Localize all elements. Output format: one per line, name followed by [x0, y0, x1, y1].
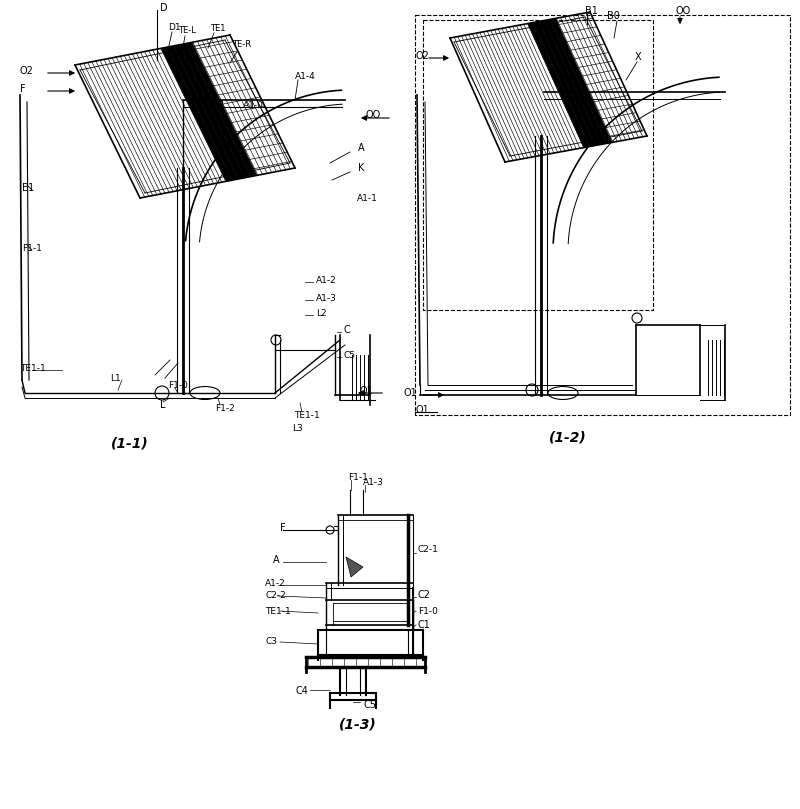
Text: TE1-1: TE1-1	[20, 363, 46, 372]
Text: F1-2: F1-2	[215, 404, 234, 413]
Text: C2-1: C2-1	[418, 545, 439, 554]
Polygon shape	[186, 42, 257, 176]
Text: B0: B0	[607, 11, 620, 21]
Text: (1-3): (1-3)	[339, 718, 377, 732]
Polygon shape	[550, 19, 612, 143]
Text: O1: O1	[403, 388, 417, 398]
Text: A: A	[358, 143, 365, 153]
Text: L3: L3	[292, 423, 302, 433]
Text: C5: C5	[363, 700, 376, 710]
Text: D1: D1	[168, 23, 181, 32]
Text: F1-1: F1-1	[348, 472, 368, 481]
Text: A1-4: A1-4	[295, 71, 316, 81]
Text: L2: L2	[316, 308, 326, 317]
Text: X: X	[635, 52, 642, 62]
Text: A1-0: A1-0	[243, 100, 264, 109]
Text: B1: B1	[585, 6, 598, 16]
Text: TE-L: TE-L	[178, 26, 196, 35]
Text: OO: OO	[676, 6, 691, 16]
Text: K: K	[358, 163, 364, 173]
Polygon shape	[534, 22, 595, 146]
Text: L: L	[160, 400, 166, 410]
Polygon shape	[174, 44, 245, 179]
Text: O1: O1	[360, 386, 374, 396]
Text: O2: O2	[416, 51, 430, 61]
Polygon shape	[539, 20, 601, 146]
Text: C4: C4	[296, 686, 309, 696]
Text: TE1-1: TE1-1	[265, 607, 290, 616]
Polygon shape	[161, 47, 232, 181]
Text: O2: O2	[20, 66, 34, 76]
Text: O1: O1	[415, 405, 429, 415]
Text: B: B	[217, 100, 223, 109]
Text: F1-0: F1-0	[418, 607, 438, 616]
Text: (1-2): (1-2)	[549, 430, 587, 444]
Text: F: F	[280, 523, 286, 533]
Text: OO: OO	[365, 110, 380, 120]
Text: C5: C5	[343, 350, 355, 359]
Text: C2: C2	[418, 590, 431, 600]
Text: TE1: TE1	[210, 23, 226, 32]
Text: A1-1: A1-1	[357, 193, 378, 202]
Text: L1: L1	[110, 374, 121, 383]
Text: C2-2: C2-2	[265, 591, 286, 600]
Text: F: F	[20, 84, 26, 94]
Text: C3: C3	[265, 637, 277, 646]
Text: C1: C1	[418, 620, 431, 630]
Text: A1-2: A1-2	[265, 578, 286, 587]
Polygon shape	[167, 46, 238, 180]
Text: D: D	[160, 3, 168, 13]
Text: TE1-1: TE1-1	[294, 410, 320, 420]
Polygon shape	[346, 557, 363, 577]
Polygon shape	[180, 44, 251, 178]
Text: TE-R: TE-R	[232, 40, 251, 49]
Text: E1: E1	[22, 183, 34, 193]
Text: C: C	[343, 325, 350, 335]
Text: F1-0: F1-0	[168, 380, 188, 389]
Text: A1-3: A1-3	[363, 477, 384, 486]
Polygon shape	[528, 23, 590, 147]
Text: F1-1: F1-1	[22, 244, 42, 252]
Text: A1-2: A1-2	[316, 276, 337, 285]
Text: (1-1): (1-1)	[111, 436, 149, 450]
Text: A1-3: A1-3	[316, 294, 337, 303]
Text: A: A	[273, 555, 280, 565]
Polygon shape	[545, 19, 606, 145]
